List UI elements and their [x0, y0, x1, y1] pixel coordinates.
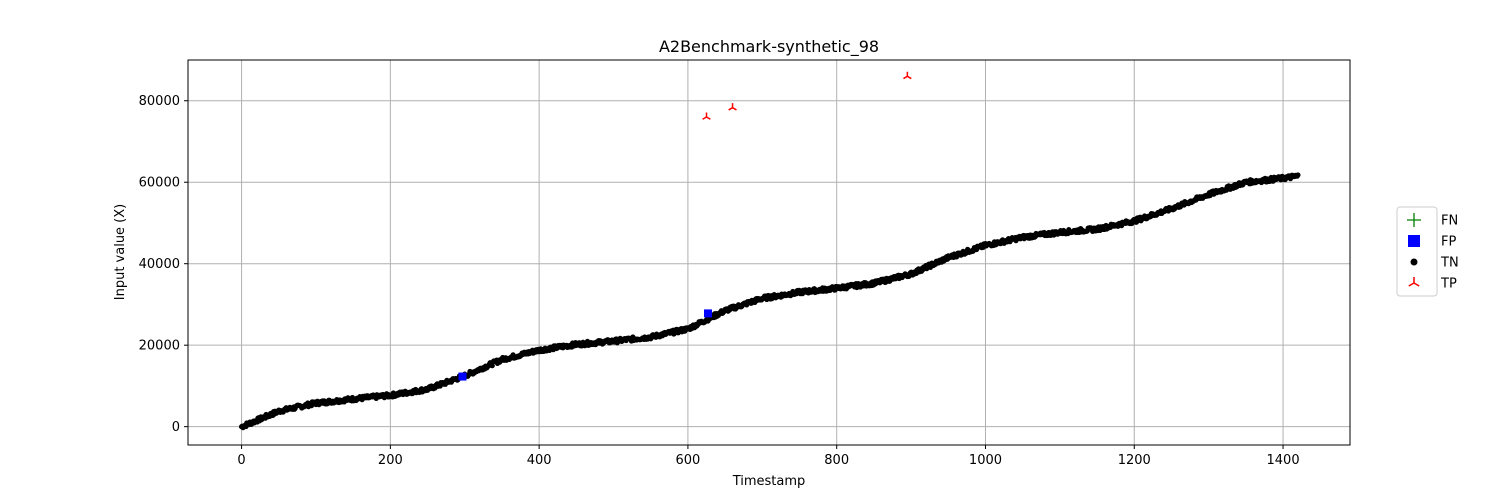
fp-point: [703, 309, 712, 318]
y-tick-label: 80000: [139, 94, 180, 109]
fp-point: [458, 372, 467, 381]
plot-frame: [187, 59, 1351, 446]
chart-title: A2Benchmark-synthetic_98: [659, 37, 879, 57]
legend-label: FN: [1441, 214, 1458, 229]
legend: FN FP TN TP: [1396, 206, 1459, 297]
tp-point: [728, 103, 737, 111]
fp-series: [458, 309, 712, 381]
y-tick-label: 20000: [139, 339, 180, 354]
tp-point: [702, 112, 711, 120]
data-points: [238, 71, 1301, 431]
fp-legend-marker: [1408, 235, 1420, 247]
x-tick-label: 800: [824, 453, 849, 468]
y-axis-label: Input value (X): [113, 204, 128, 300]
y-tick-label: 0: [172, 420, 180, 435]
x-tick-label: 0: [237, 453, 245, 468]
tn-point: [1295, 172, 1301, 178]
tp-legend-marker: [1408, 277, 1420, 287]
x-axis-label: Timestamp: [732, 474, 806, 489]
axis-ticks: 0 200 400 600 800 1000 1200 1400 0 20000 40000 6000…: [139, 94, 1300, 468]
fn-legend-marker: [1407, 213, 1421, 227]
tn-series: [238, 172, 1301, 431]
legend-box: [1396, 206, 1438, 297]
x-tick-label: 1200: [1118, 453, 1151, 468]
x-tick-label: 1400: [1267, 453, 1300, 468]
legend-label: TN: [1440, 256, 1459, 271]
x-tick-label: 200: [378, 453, 403, 468]
legend-label: FP: [1441, 235, 1456, 250]
x-tick-label: 1000: [969, 453, 1002, 468]
y-tick-label: 40000: [139, 257, 180, 272]
x-tick-label: 600: [675, 453, 700, 468]
y-tick-label: 60000: [139, 176, 180, 191]
x-tick-label: 400: [527, 453, 552, 468]
legend-label: TP: [1440, 277, 1457, 292]
tp-point: [903, 71, 912, 80]
tn-legend-marker: [1410, 258, 1418, 266]
grid-lines: [188, 60, 1350, 445]
tp-series: [702, 71, 912, 120]
